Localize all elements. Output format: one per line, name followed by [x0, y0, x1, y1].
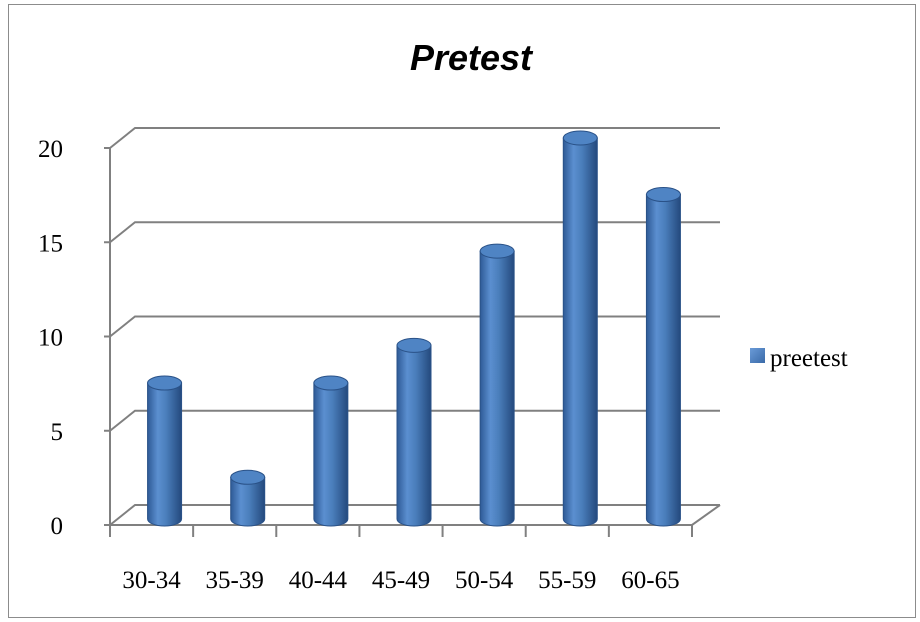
- x-tick-label: 50-54: [455, 567, 514, 594]
- gridline: [109, 221, 720, 244]
- chart-title: Pretest: [410, 37, 534, 78]
- bar-body: [313, 382, 349, 527]
- bar-body: [562, 137, 598, 527]
- bar-top: [396, 337, 432, 353]
- x-tick-label: 30-34: [122, 567, 181, 594]
- bar-top: [645, 187, 681, 203]
- bar-top: [147, 375, 183, 391]
- x-tick-label: 60-65: [621, 567, 679, 594]
- bar-body: [147, 382, 183, 527]
- x-axis-ticks: 30-34 35-39 40-44 45-49 50-54 55-59 60-65: [109, 525, 693, 594]
- bar-top: [313, 375, 349, 391]
- bar-body: [645, 194, 681, 527]
- bar-body: [479, 250, 515, 527]
- bar: [479, 243, 515, 527]
- y-tick-label: 10: [38, 325, 63, 352]
- y-tick-label: 15: [38, 230, 63, 257]
- legend: preetest: [750, 345, 848, 372]
- gridline: [109, 315, 720, 338]
- bar: [396, 337, 432, 527]
- legend-swatch: [750, 348, 765, 363]
- x-tick-label: 40-44: [289, 567, 348, 594]
- bar-body: [396, 344, 432, 527]
- gridline: [109, 409, 720, 432]
- bar-top: [230, 469, 266, 485]
- bar: [230, 469, 266, 527]
- bar-body: [230, 476, 266, 527]
- gridline: [109, 504, 720, 526]
- y-tick-label: 20: [38, 136, 63, 163]
- bar: [313, 375, 349, 527]
- bar: [147, 375, 183, 527]
- y-tick-label: 5: [51, 419, 64, 446]
- y-tick-label: 0: [51, 513, 64, 540]
- legend-label: preetest: [770, 345, 848, 372]
- x-tick-label: 45-49: [372, 567, 430, 594]
- bar: [562, 130, 598, 527]
- bar: [645, 187, 681, 527]
- x-tick-label: 55-59: [538, 567, 596, 594]
- bar-top: [562, 130, 598, 146]
- y-axis-ticks: 0 5 10 15 20: [38, 136, 110, 540]
- gridlines: [109, 127, 720, 526]
- x-tick-label: 35-39: [206, 567, 264, 594]
- bar-top: [479, 243, 515, 259]
- gridline: [109, 127, 720, 149]
- bars: [147, 130, 681, 527]
